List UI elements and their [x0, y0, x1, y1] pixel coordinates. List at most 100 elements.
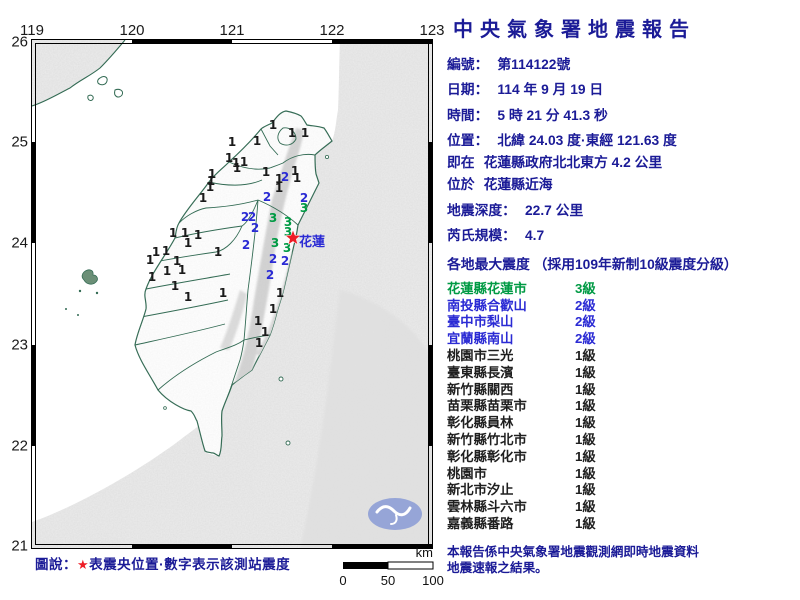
- intensity-level: 1級: [575, 432, 596, 448]
- intensity-row: 桃園市 1級: [447, 466, 799, 483]
- intensity-row: 雲林縣斗六市 1級: [447, 499, 799, 516]
- station-intensity: 1: [199, 191, 207, 205]
- report-footer: 本報告係中央氣象署地震觀測網即時地震資料 地震速報之結果。: [447, 544, 799, 577]
- field-label: 日期：: [447, 82, 489, 98]
- intensity-location: 嘉義縣番路: [447, 516, 514, 532]
- epicenter-label: 花蓮: [299, 234, 325, 249]
- station-intensity: 1: [288, 126, 296, 140]
- station-intensity: 1: [275, 172, 283, 186]
- field-value: 第114122號: [497, 57, 571, 72]
- station-intensity: 1: [253, 134, 261, 148]
- station-intensity: 2: [251, 221, 259, 235]
- intensity-row: 臺中市梨山 2級: [447, 314, 799, 331]
- intensity-row: 新竹縣關西 1級: [447, 382, 799, 399]
- station-intensity: 1: [184, 290, 192, 304]
- scale-unit: km: [415, 545, 433, 560]
- field-label: 芮氏規模：: [447, 228, 516, 244]
- station-intensity: 1: [184, 236, 192, 250]
- station-intensity: 3: [284, 215, 292, 229]
- intensity-row: 宜蘭縣南山 2級: [447, 331, 799, 348]
- station-intensity: 1: [194, 228, 202, 242]
- lon-label: 123: [419, 22, 445, 39]
- intensity-level: 2級: [575, 297, 596, 313]
- map-frame: [31, 39, 433, 549]
- intensity-location: 雲林縣斗六市: [447, 499, 527, 515]
- field-value: 22.7 公里: [524, 202, 584, 218]
- intensity-location: 彰化縣彰化市: [447, 448, 527, 464]
- intensity-row: 嘉義縣番路 1級: [447, 516, 799, 533]
- lon-label: 122: [319, 22, 345, 39]
- intensity-header: 各地最大震度 （採用109年新制10級震度分級）: [447, 256, 738, 272]
- station-intensity: 1: [293, 171, 301, 185]
- field-value: 花蓮縣近海: [483, 177, 553, 193]
- intensity-row: 新竹縣竹北市 1級: [447, 432, 799, 449]
- station-intensity: 2: [248, 210, 256, 224]
- field-magnitude: 芮氏規模： 4.7: [447, 229, 799, 243]
- cwa-logo: [368, 498, 422, 530]
- offshore-island: [114, 88, 123, 98]
- station-intensity: 1: [171, 279, 179, 293]
- lat-label: 23: [11, 336, 28, 354]
- intensity-level: 2級: [575, 331, 596, 347]
- intensity-row: 彰化縣彰化市 1級: [447, 449, 799, 466]
- station-intensity: 1: [228, 135, 236, 149]
- report-title: 中央氣象署地震報告: [453, 19, 696, 41]
- station-intensity: 1: [233, 161, 241, 175]
- station-intensity: 1: [262, 165, 270, 179]
- intensity-location: 桃園市: [447, 465, 487, 481]
- field-value: 花蓮縣政府北北東方 4.2 公里: [483, 155, 663, 171]
- station-intensity: 2: [269, 252, 277, 266]
- station-intensity: 1: [291, 164, 299, 178]
- station-intensity: 3: [284, 225, 292, 239]
- station-intensity: 2: [241, 210, 249, 224]
- station-intensity: 2: [242, 238, 250, 252]
- station-intensity: 1: [181, 226, 189, 240]
- station-intensity: 2: [281, 170, 289, 184]
- field-time: 時間： 5 時 21 分 41.3 秒: [447, 108, 799, 123]
- station-intensity: 3: [271, 236, 279, 250]
- station-intensity: 3: [300, 201, 308, 215]
- report-panel: 中央氣象署地震報告 編號： 第114122號 日期： 114 年 9 月 19 日 …: [447, 0, 799, 577]
- intensity-row: 苗栗縣苗栗市 1級: [447, 398, 799, 415]
- intensity-row: 彰化縣員林 1級: [447, 415, 799, 432]
- legend-text: 表震央位置·數字表示該測站震度: [89, 557, 291, 572]
- station-intensity: 1: [219, 286, 227, 300]
- intensity-location: 新竹縣關西: [447, 381, 514, 397]
- station-intensity: 1: [162, 244, 170, 258]
- star-icon: ★: [77, 557, 90, 572]
- offshore-island: [97, 76, 108, 86]
- county-borders: [135, 127, 316, 415]
- intensity-level: 3級: [575, 280, 596, 296]
- intensity-location: 苗栗縣苗栗市: [447, 398, 527, 414]
- field-label: 地震深度：: [447, 202, 516, 218]
- intensity-row: 桃園市三光 1級: [447, 348, 799, 365]
- intensity-level: 1級: [575, 364, 596, 380]
- station-intensity: 2: [266, 268, 274, 282]
- station-intensity: 1: [276, 286, 284, 300]
- intensity-row: 臺東縣長濱 1級: [447, 365, 799, 382]
- station-intensity: 1: [207, 174, 215, 188]
- scale-bar: [343, 561, 434, 570]
- intensity-location: 臺中市梨山: [447, 314, 514, 330]
- field-value: 北緯 24.03 度·東經 121.63 度: [497, 132, 677, 148]
- map-legend: 圖說：★表震央位置·數字表示該測站震度: [35, 553, 335, 573]
- station-intensity: 2: [263, 190, 271, 204]
- station-intensity: 3: [283, 241, 291, 255]
- lon-label: 121: [219, 22, 245, 39]
- station-intensity: 1: [269, 118, 277, 132]
- intensity-level: 1級: [575, 415, 596, 431]
- station-intensity: 1: [163, 264, 171, 278]
- scale-tick: 100: [422, 573, 444, 588]
- field-label: 編號：: [447, 57, 489, 72]
- intensity-list: 花蓮縣花蓮市 3級 南投縣合歡山 2級 臺中市梨山 2級 宜蘭縣南山 2級 桃園市三光 1級 臺東縣…: [447, 281, 799, 533]
- station-intensity: 1: [301, 126, 309, 140]
- station-intensity: 1: [269, 302, 277, 316]
- station-intensity: 1: [206, 180, 214, 194]
- station-intensity: 1: [146, 253, 154, 267]
- field-depth: 地震深度： 22.7 公里: [447, 202, 799, 218]
- footer-line: 地震速報之結果。: [447, 561, 548, 576]
- small-islands: [65, 154, 329, 446]
